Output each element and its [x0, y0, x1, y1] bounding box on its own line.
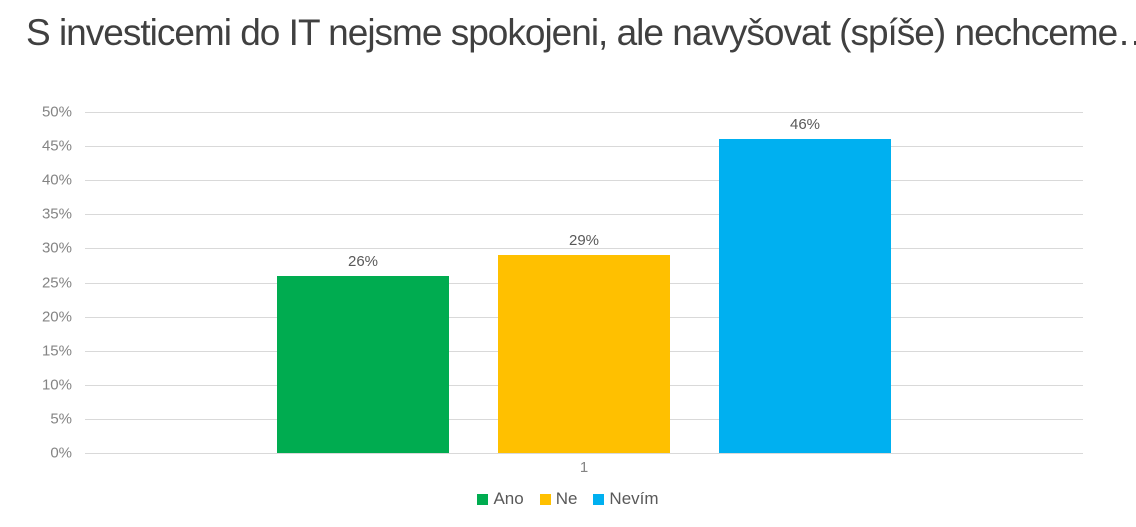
bar-ano: [277, 276, 449, 453]
legend-swatch-icon: [477, 493, 489, 505]
legend-swatch-icon: [539, 493, 551, 505]
bar-value-label-nevim: 46%: [789, 116, 821, 133]
gridline: [85, 453, 1083, 454]
legend-item-nevim: Nevím: [593, 489, 659, 509]
y-axis: 0% 5% 10% 15% 20% 25% 30% 35% 40% 45% 50%: [0, 104, 72, 462]
y-tick-label: 40%: [41, 171, 72, 189]
y-tick-label: 5%: [50, 410, 72, 428]
gridline: [85, 180, 1083, 181]
legend-item-ano: Ano: [477, 489, 524, 509]
x-axis-category-label: 1: [579, 459, 589, 476]
legend-label: Nevím: [609, 489, 659, 508]
y-tick-label: 45%: [41, 137, 72, 155]
gridline: [85, 248, 1083, 249]
chart-title: S investicemi do IT nejsme spokojeni, al…: [26, 12, 1136, 53]
plot-area: 26% 29% 46%: [85, 112, 1083, 454]
y-tick-label: 35%: [41, 205, 72, 223]
legend-swatch-icon: [593, 493, 605, 505]
bar-ne: [498, 255, 670, 453]
bar-value-label-ne: 29%: [568, 232, 600, 249]
gridline: [85, 146, 1083, 147]
bar-nevim: [719, 139, 891, 453]
y-tick-label: 25%: [41, 274, 72, 292]
bar-value-label-ano: 26%: [347, 253, 379, 270]
legend-label: Ne: [555, 489, 578, 508]
y-tick-label: 30%: [41, 239, 72, 257]
legend: Ano Ne Nevím: [0, 489, 1136, 509]
legend-item-ne: Ne: [539, 489, 578, 509]
legend-label: Ano: [493, 489, 524, 508]
y-tick-label: 50%: [41, 103, 72, 121]
y-tick-label: 20%: [41, 308, 72, 326]
gridline: [85, 214, 1083, 215]
y-tick-label: 0%: [50, 444, 72, 462]
y-tick-label: 10%: [41, 376, 72, 394]
gridline: [85, 112, 1083, 113]
y-tick-label: 15%: [41, 342, 72, 360]
